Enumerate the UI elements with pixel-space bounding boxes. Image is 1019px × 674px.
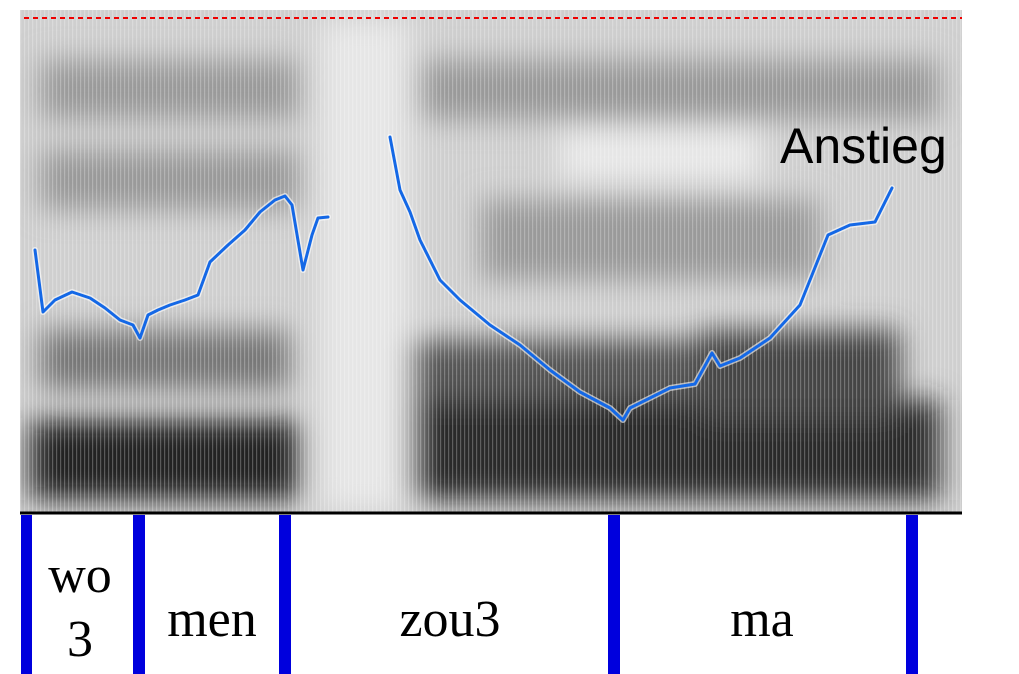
boundary [133, 515, 145, 674]
tier-boundaries [21, 515, 918, 674]
boundary [21, 515, 32, 674]
segment-label: men [167, 591, 257, 648]
annotation: Anstieg [780, 118, 947, 174]
segment-label: 3 [67, 611, 93, 668]
segment-label: ma [730, 591, 794, 648]
boundary [279, 515, 291, 674]
segment-label: wo [48, 547, 112, 604]
spectrogram [20, 10, 962, 513]
segment-label: zou3 [399, 591, 500, 648]
boundary [906, 515, 918, 674]
tier-labels: wo 3 men zou3 ma [48, 547, 794, 668]
boundary [608, 515, 620, 674]
pitch-contour [32, 134, 895, 423]
